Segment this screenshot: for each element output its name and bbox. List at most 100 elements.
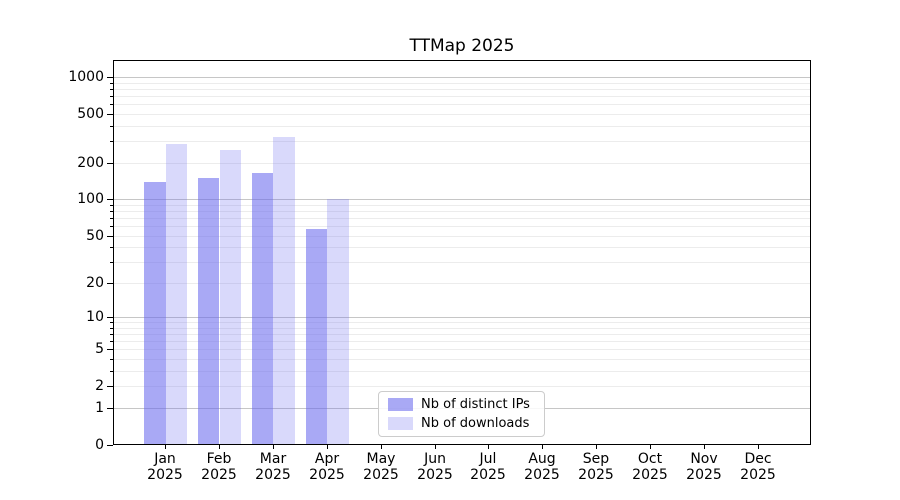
gridline-major bbox=[114, 317, 810, 318]
y-tick-label: 10 bbox=[86, 309, 104, 325]
gridline-minor bbox=[114, 262, 810, 263]
y-tick-label: 1 bbox=[95, 400, 104, 416]
x-tick bbox=[596, 445, 597, 449]
y-tick-minor bbox=[110, 218, 113, 219]
y-tick bbox=[107, 445, 113, 446]
gridline-minor bbox=[114, 226, 810, 227]
y-tick-minor bbox=[110, 211, 113, 212]
chart-title: TTMap 2025 bbox=[409, 36, 515, 56]
x-tick bbox=[435, 445, 436, 449]
x-tick bbox=[542, 445, 543, 449]
gridline-minor bbox=[114, 218, 810, 219]
x-tick-label-mar: Mar 2025 bbox=[255, 451, 291, 483]
y-tick bbox=[107, 77, 113, 78]
gridline-minor bbox=[114, 247, 810, 248]
gridline-minor bbox=[114, 114, 810, 115]
x-tick-label-jul: Jul 2025 bbox=[470, 451, 506, 483]
x-tick-label-may: May 2025 bbox=[363, 451, 399, 483]
bar-distinct-ips-jan bbox=[144, 182, 166, 445]
x-tick bbox=[381, 445, 382, 449]
gridline-minor bbox=[114, 83, 810, 84]
legend-item: Nb of downloads bbox=[388, 416, 544, 431]
gridline-minor bbox=[114, 371, 810, 372]
y-tick bbox=[107, 163, 113, 164]
bar-downloads-apr bbox=[327, 198, 349, 445]
y-tick-minor bbox=[110, 226, 113, 227]
legend-label: Nb of distinct IPs bbox=[421, 396, 530, 412]
gridline-minor bbox=[114, 211, 810, 212]
x-tick bbox=[758, 445, 759, 449]
x-tick-label-nov: Nov 2025 bbox=[686, 451, 722, 483]
gridline-minor bbox=[114, 328, 810, 329]
y-tick-minor bbox=[110, 328, 113, 329]
y-tick-label: 200 bbox=[77, 155, 104, 171]
gridline-minor bbox=[114, 236, 810, 237]
y-tick bbox=[107, 349, 113, 350]
bar-downloads-jan bbox=[165, 143, 188, 445]
y-tick-minor bbox=[110, 126, 113, 127]
y-tick-label: 0 bbox=[95, 437, 104, 453]
x-tick bbox=[219, 445, 220, 449]
y-tick-minor bbox=[110, 83, 113, 84]
gridline-minor bbox=[114, 96, 810, 97]
y-tick bbox=[107, 283, 113, 284]
y-tick-minor bbox=[110, 359, 113, 360]
legend-swatch bbox=[388, 417, 413, 431]
y-tick-minor bbox=[110, 205, 113, 206]
gridline-minor bbox=[114, 349, 810, 350]
y-tick-minor bbox=[110, 262, 113, 263]
x-tick-label-dec: Dec 2025 bbox=[740, 451, 776, 483]
y-tick-label: 5 bbox=[95, 341, 104, 357]
y-tick-label: 50 bbox=[86, 228, 104, 244]
y-tick-minor bbox=[110, 96, 113, 97]
y-tick-minor bbox=[110, 247, 113, 248]
y-tick bbox=[107, 236, 113, 237]
x-tick-label-aug: Aug 2025 bbox=[524, 451, 560, 483]
y-tick-minor bbox=[110, 89, 113, 90]
legend-swatch bbox=[388, 397, 413, 411]
legend-item: Nb of distinct IPs bbox=[388, 397, 544, 412]
gridline-major bbox=[114, 199, 810, 200]
x-tick bbox=[327, 445, 328, 449]
bar-downloads-feb bbox=[219, 149, 242, 445]
y-tick bbox=[107, 199, 113, 200]
y-tick-label: 20 bbox=[86, 275, 104, 291]
gridline-minor bbox=[114, 341, 810, 342]
x-tick-label-sep: Sep 2025 bbox=[578, 451, 614, 483]
y-tick-minor bbox=[110, 334, 113, 335]
x-tick-label-oct: Oct 2025 bbox=[632, 451, 668, 483]
y-tick bbox=[107, 408, 113, 409]
gridline-major bbox=[114, 77, 810, 78]
gridline-minor bbox=[114, 89, 810, 90]
x-tick bbox=[273, 445, 274, 449]
gridline-minor bbox=[114, 359, 810, 360]
y-tick-minor bbox=[110, 371, 113, 372]
legend-label: Nb of downloads bbox=[421, 416, 530, 432]
legend: Nb of distinct IPs Nb of downloads bbox=[378, 391, 545, 437]
gridline-minor bbox=[114, 334, 810, 335]
y-tick-minor bbox=[110, 104, 113, 105]
x-tick-label-apr: Apr 2025 bbox=[309, 451, 345, 483]
gridline-minor bbox=[114, 283, 810, 284]
gridline-minor bbox=[114, 104, 810, 105]
x-tick bbox=[704, 445, 705, 449]
gridline-minor bbox=[114, 141, 810, 142]
y-tick bbox=[107, 114, 113, 115]
gridline-minor bbox=[114, 163, 810, 164]
bar-distinct-ips-mar bbox=[251, 173, 274, 445]
y-tick-minor bbox=[110, 341, 113, 342]
bar-distinct-ips-feb bbox=[197, 178, 220, 445]
gridline-minor bbox=[114, 322, 810, 323]
y-tick bbox=[107, 386, 113, 387]
x-tick bbox=[165, 445, 166, 449]
y-tick-minor bbox=[110, 141, 113, 142]
x-tick-label-jan: Jan 2025 bbox=[147, 451, 183, 483]
y-tick-label: 500 bbox=[77, 106, 104, 122]
y-tick-minor bbox=[110, 322, 113, 323]
x-tick bbox=[650, 445, 651, 449]
x-tick-label-feb: Feb 2025 bbox=[201, 451, 237, 483]
gridline-minor bbox=[114, 126, 810, 127]
y-tick-label: 2 bbox=[95, 378, 104, 394]
y-tick bbox=[107, 317, 113, 318]
gridline-minor bbox=[114, 386, 810, 387]
